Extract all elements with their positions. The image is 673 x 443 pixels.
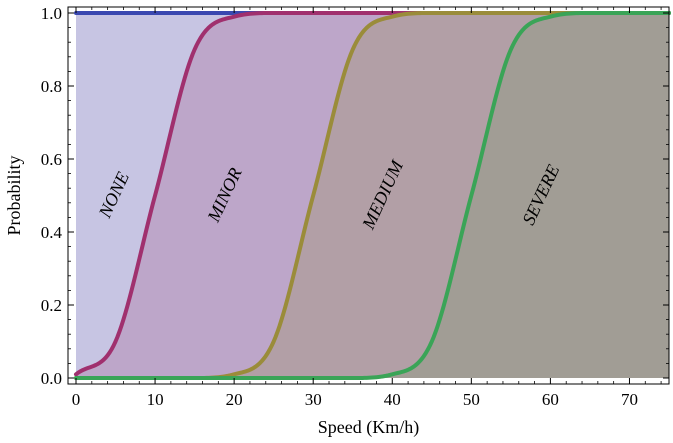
green-curve — [74, 11, 671, 380]
minor-region-fill — [76, 13, 669, 378]
y-tick-label: 0.6 — [41, 150, 62, 169]
plot-frame — [67, 6, 670, 385]
region-fills — [76, 13, 669, 378]
y-axis-label: Probability — [4, 156, 24, 236]
none-region-fill — [76, 13, 669, 375]
x-tick-label: 0 — [72, 390, 81, 409]
severe-region-fill — [76, 13, 669, 378]
x-tick-label: 50 — [463, 390, 480, 409]
y-tick-label: 0.4 — [41, 223, 63, 242]
y-axis-ticks: 0.0 0.2 0.4 0.6 0.8 1.0 — [41, 4, 669, 388]
y-tick-label: 1.0 — [41, 4, 62, 23]
x-tick-label: 10 — [147, 390, 164, 409]
x-tick-label: 20 — [226, 390, 243, 409]
x-axis-label: Speed (Km/h) — [318, 417, 419, 438]
x-tick-label: 30 — [305, 390, 322, 409]
medium-region-fill — [76, 13, 669, 378]
x-tick-label: 60 — [542, 390, 559, 409]
x-tick-label: 70 — [621, 390, 638, 409]
series-curves — [74, 11, 671, 380]
y-tick-label: 0.0 — [41, 369, 62, 388]
y-tick-label: 0.8 — [41, 77, 62, 96]
x-tick-label: 40 — [384, 390, 401, 409]
x-axis-ticks: 0 10 20 30 40 50 60 70 — [72, 7, 662, 409]
y-tick-label: 0.2 — [41, 296, 62, 315]
